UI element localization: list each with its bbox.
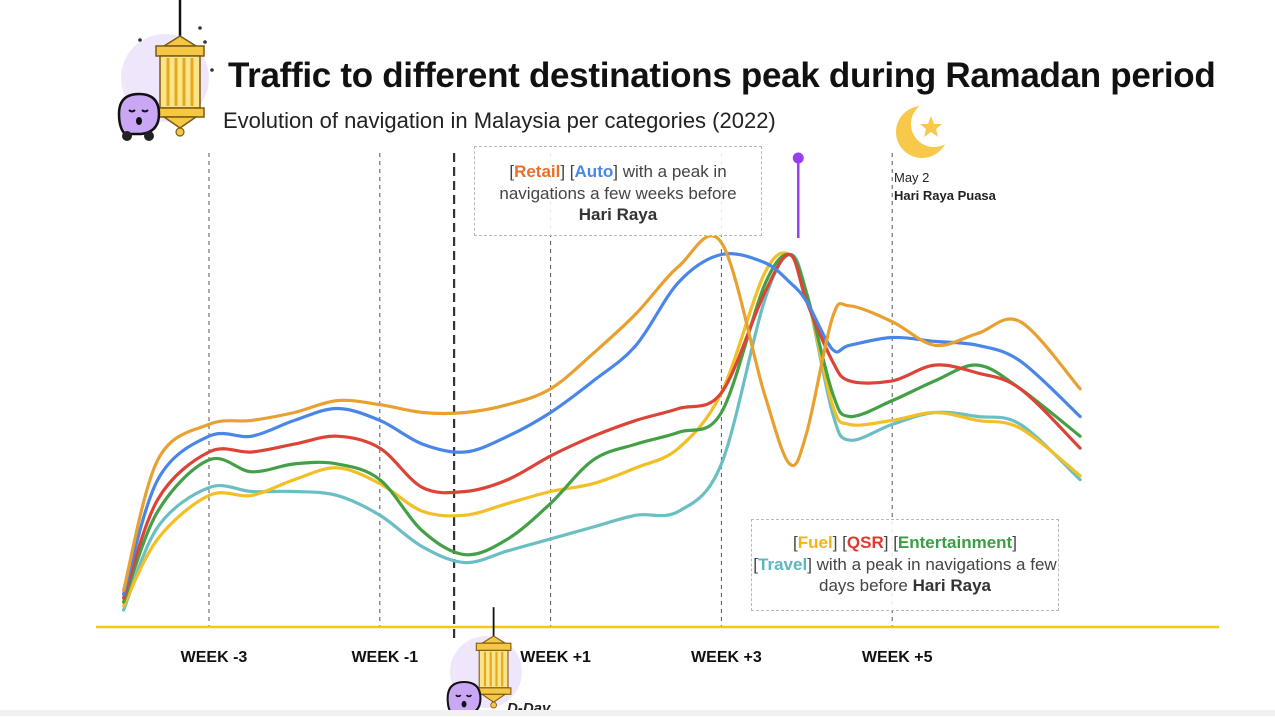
tag-entertainment: Entertainment [897, 533, 1013, 552]
sparkle-dot [198, 26, 202, 30]
crescent-moon-star-icon [896, 101, 957, 158]
event-date-label: May 2 [894, 170, 930, 185]
series-line-travel [122, 252, 1082, 612]
annotation-fuel-qsr-entertainment-travel: [Fuel] [QSR] [Entertainment] [Travel] wi… [751, 519, 1059, 611]
x-tick-label: WEEK +5 [862, 649, 933, 666]
series-line-fuel [122, 251, 1082, 608]
bottom-strip [0, 710, 1275, 716]
x-tick-label: WEEK +3 [691, 649, 762, 666]
event-marker-dot [792, 152, 804, 164]
chart-title: Traffic to different destinations peak d… [228, 56, 1216, 95]
series-line-entertainment [122, 252, 1082, 604]
lantern-icon [155, 0, 205, 137]
annotation-fuel-emphasis: Hari Raya [912, 576, 991, 595]
annotation-retail-text: with a peak in navigations a few weeks b… [499, 162, 737, 203]
tag-travel: Travel [758, 554, 808, 574]
series-line-auto [122, 252, 1082, 596]
x-tick-label: WEEK +1 [520, 649, 591, 666]
tag-qsr: QSR [846, 533, 884, 552]
tag-auto: Auto [574, 162, 614, 181]
sparkle-dot [203, 40, 207, 44]
series-line-qsr [122, 252, 1082, 600]
waze-mascot-icon [117, 92, 161, 141]
event-name-label: Hari Raya Puasa [894, 188, 996, 203]
annotation-retail-emphasis: Hari Raya [578, 205, 658, 224]
annotation-fuel-text: with a peak in navigations a few days be… [816, 554, 1057, 596]
x-tick-label: WEEK -1 [351, 649, 418, 666]
tag-retail: Retail [514, 162, 561, 181]
chart-subtitle: Evolution of navigation in Malaysia per … [223, 108, 776, 133]
x-tick-label: WEEK -3 [181, 649, 248, 666]
dday-lantern-icon [475, 607, 512, 709]
series-line-retail [122, 234, 1082, 592]
sparkle-dot [210, 68, 214, 72]
sparkle-dot [138, 38, 142, 42]
annotation-retail-auto: [Retail] [Auto] with a peak in navigatio… [474, 146, 762, 236]
tag-fuel: Fuel [797, 533, 833, 552]
